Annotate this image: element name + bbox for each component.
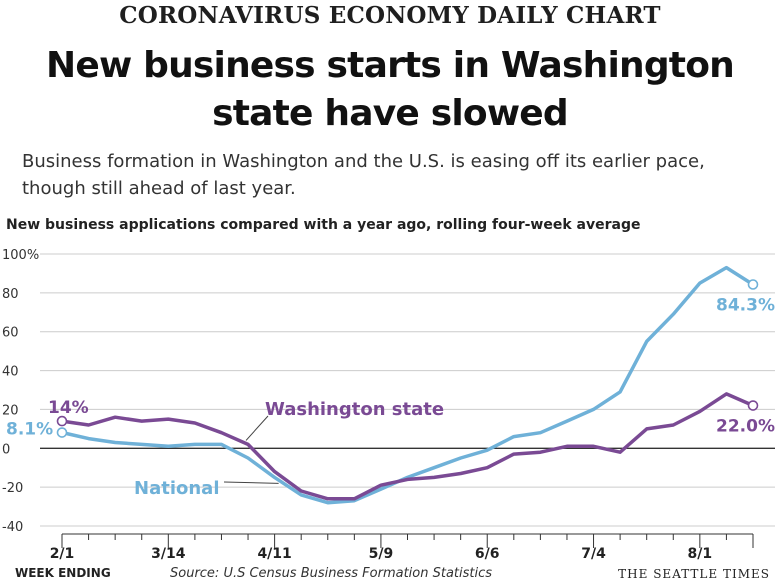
x-tick-label: 6/6: [475, 546, 500, 562]
chart-title: New business applications compared with …: [6, 217, 641, 233]
washington-start-point: [56, 415, 68, 427]
x-tick-label: 7/4: [581, 546, 606, 562]
series-layer: [56, 265, 759, 505]
washington-end-point: [747, 400, 759, 411]
y-tick-label: 100%: [2, 248, 39, 263]
washington-leader-line: [245, 415, 269, 441]
washington-series-label: Washington state: [265, 399, 444, 420]
headline: New business starts in Washington state …: [46, 45, 735, 134]
x-tick-label: 3/14: [151, 546, 186, 562]
source-note: Source: U.S Census Business Formation St…: [170, 566, 493, 581]
x-tick-label: 5/9: [369, 546, 394, 562]
washington-start-label: 14%: [48, 398, 89, 418]
y-tick-label: 40: [2, 365, 19, 380]
grid-layer: [40, 253, 775, 527]
national-start-point: [56, 427, 68, 438]
line-chart: -40 -20 0 20 40 60 80 100% 2/1 3/14 4/11 5/9 6/6 7/4 8…: [2, 248, 775, 562]
national-series-label: National: [134, 478, 219, 499]
national-leader-line: [223, 481, 279, 484]
x-tick-label: 8/1: [688, 546, 713, 562]
national-end-label: 84.3%: [716, 296, 775, 316]
kicker: CORONAVIRUS ECONOMY DAILY CHART: [119, 2, 661, 29]
washington-line: [60, 392, 755, 501]
y-tick-label: -40: [2, 520, 23, 535]
week-ending-label: WEEK ENDING: [15, 566, 111, 580]
y-tick-label: 80: [2, 287, 19, 302]
axis-layer: -40 -20 0 20 40 60 80 100% 2/1 3/14 4/11 5/9 6/6 7/4 8…: [2, 248, 754, 562]
subhead: Business formation in Washington and the…: [22, 151, 705, 199]
washington-end-label: 22.0%: [716, 417, 775, 437]
y-tick-label: 60: [2, 326, 19, 341]
national-line: [60, 265, 755, 505]
y-tick-label: 20: [2, 403, 19, 418]
label-layer: 14% 22.0% 8.1% 84.3% Washington state Nationa…: [6, 296, 775, 499]
y-tick-label: -20: [2, 481, 23, 496]
national-end-point: [747, 279, 759, 290]
national-start-label: 8.1%: [6, 420, 53, 440]
y-tick-label: 0: [2, 442, 10, 457]
x-tick-label: 4/11: [257, 546, 291, 562]
brand-logo: THE SEATTLE TIMES: [618, 567, 770, 581]
x-tick-label: 2/1: [50, 546, 75, 562]
